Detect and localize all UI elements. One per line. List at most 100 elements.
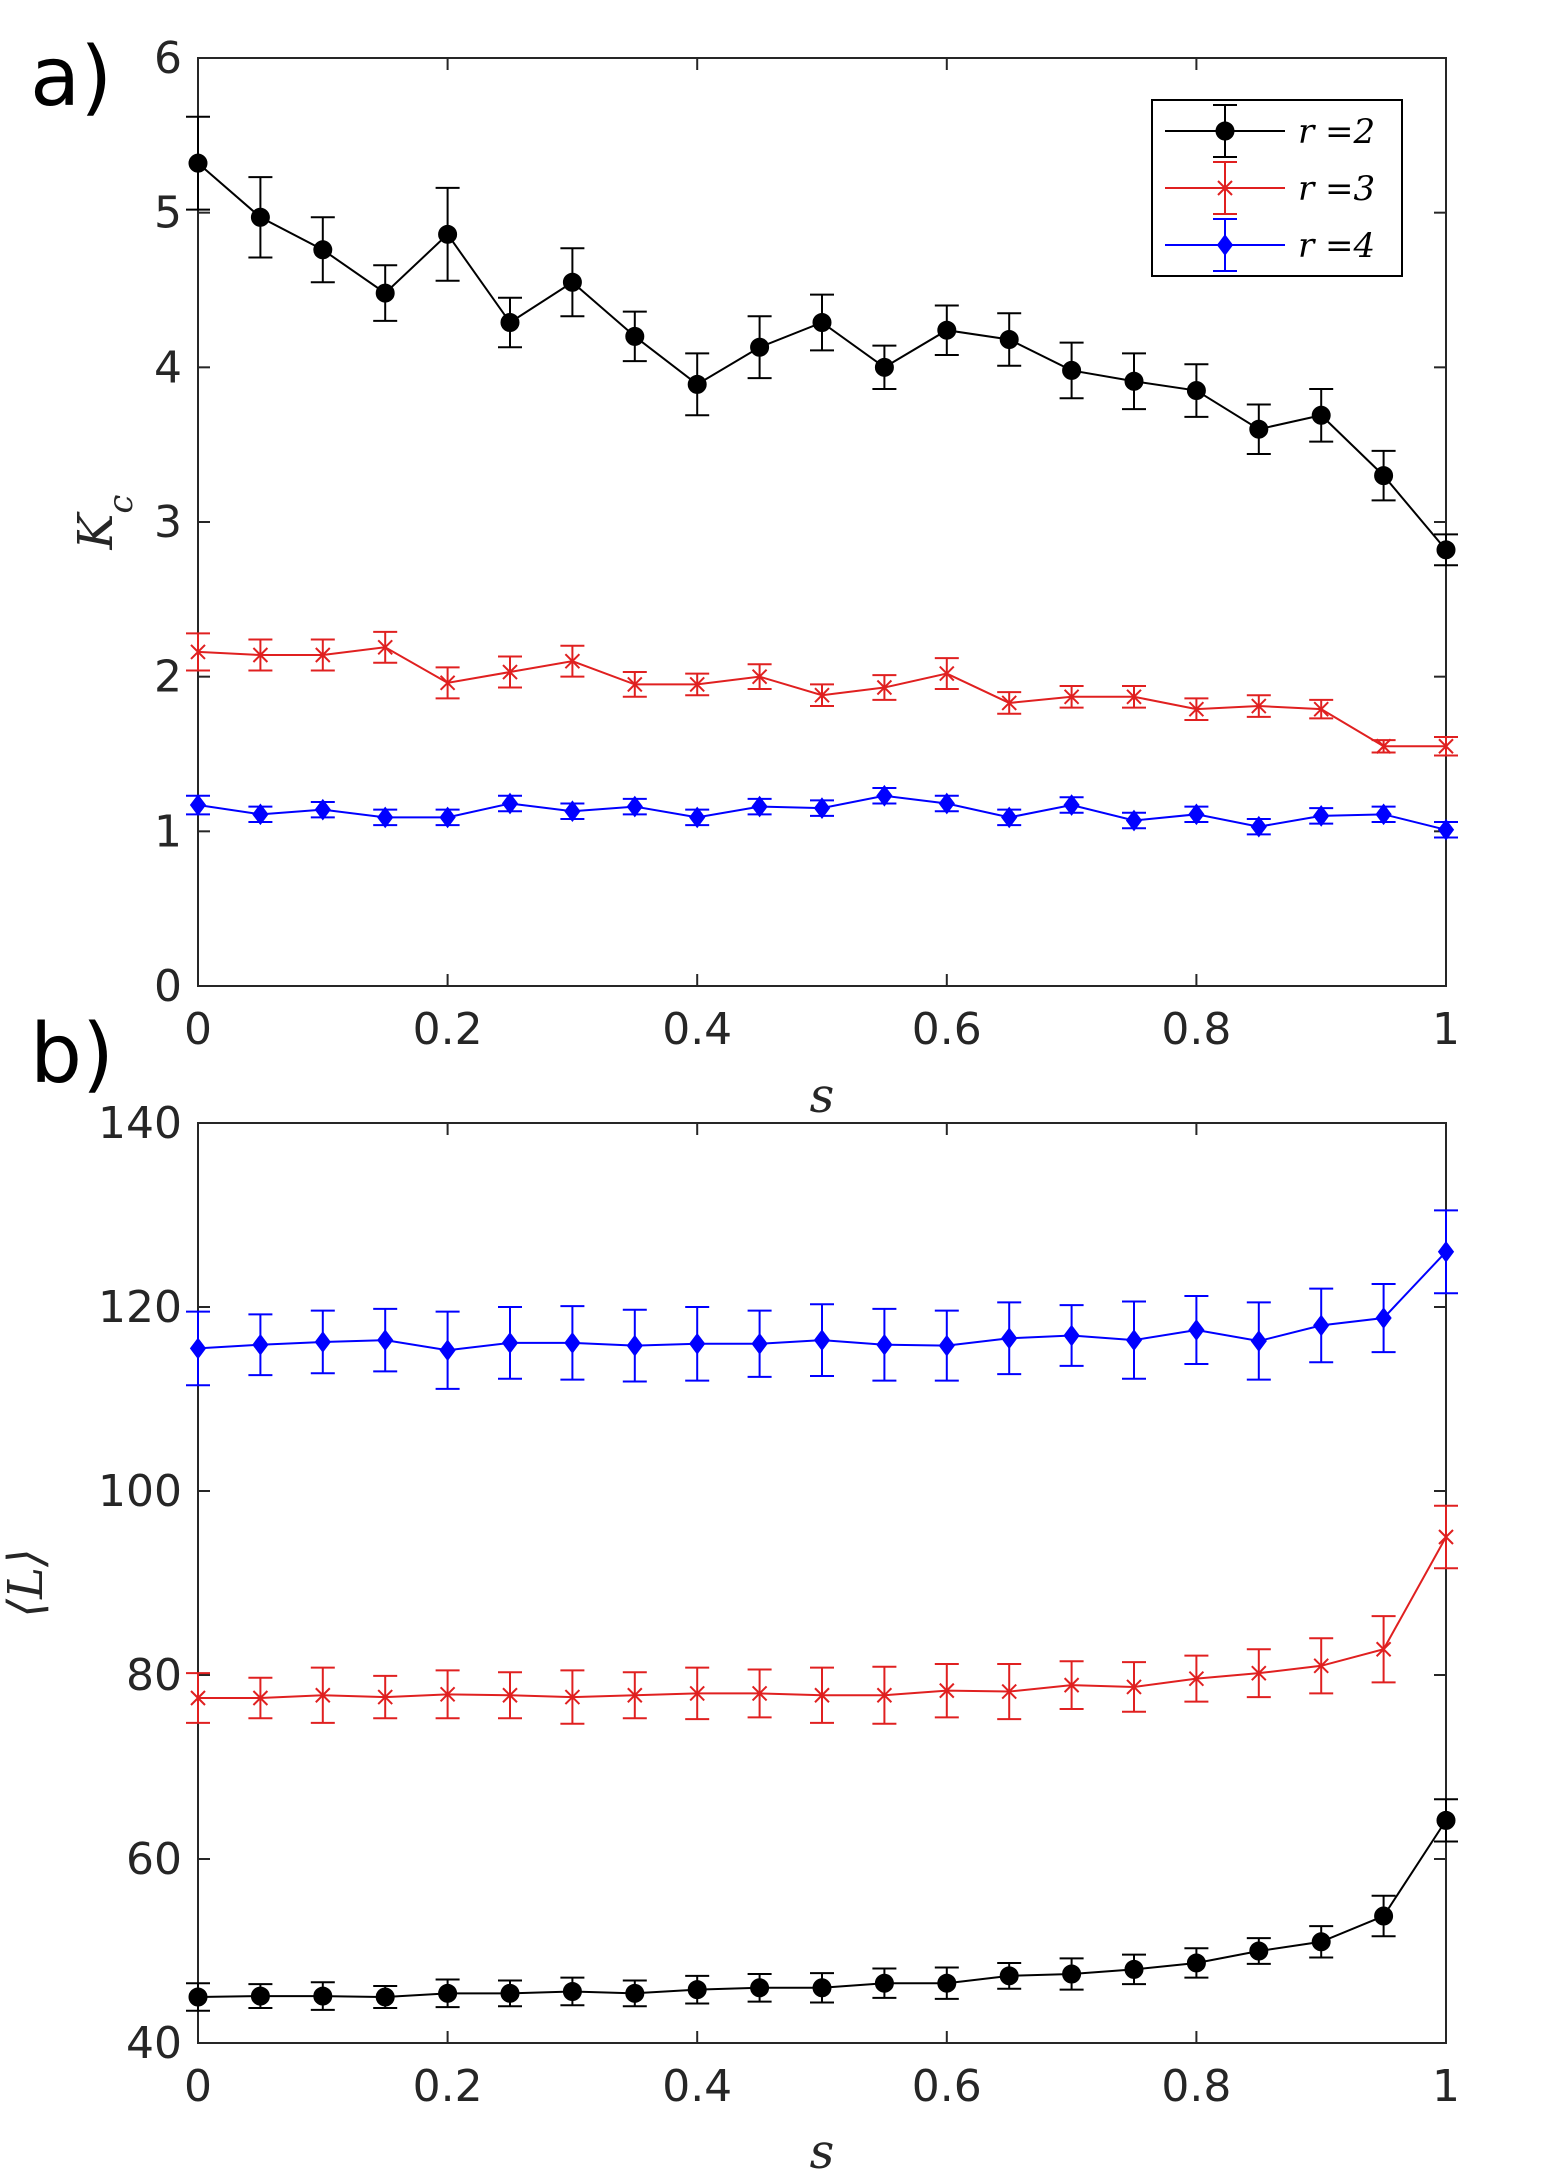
panel-a-data-point-stroke-2 [1126,689,1142,705]
panel-a-y-tick-label: 2 [154,652,182,703]
panel-b-series [186,1209,1458,2012]
panel-b-y-tick-label: 120 [98,1282,182,1333]
panel-a-x-tick-label: 0.6 [912,1004,982,1055]
panel-b-data-point [189,1337,207,1360]
panel-a-data-point [1249,419,1269,439]
panel-a-data-point [564,653,581,669]
panel-a-data-point [751,795,768,818]
panel-a-y-tick-label: 5 [154,188,182,239]
panel-b-x-tick-label: 0.6 [912,2061,982,2112]
panel-a-data-point-stroke-2 [689,676,705,693]
panel-a-data-point [1126,689,1142,705]
panel-b-data-point-stroke-2 [502,1687,518,1703]
legend-marker [1216,234,1234,256]
panel-b-x-tick-label: 0.8 [1161,2061,1231,2112]
panel-b-x-tick-label: 0.2 [413,2061,483,2112]
panel-a-data-point-stroke-2 [377,639,393,655]
panel-a-data-point-stroke-2 [1438,738,1454,754]
panel-a-data-point-stroke-2 [252,647,269,663]
panel-a-data-point-stroke-2 [315,647,331,663]
panel-b-data-point [939,1682,955,1699]
panel-a-data-point [937,320,957,340]
panel-b-data-point [751,1685,768,1702]
panel-a-data-point [1311,405,1331,425]
panel-a-data-point [314,798,331,821]
panel-a-data-point [1125,809,1143,832]
panel-b-x-tick-label: 0 [184,2061,212,2112]
panel-a-y-tick-label: 6 [154,33,182,84]
panel-a-x-axis-label: s [810,1068,835,1124]
panel-b-data-point [315,1687,331,1703]
panel-b-data-point-stroke-2 [315,1687,331,1703]
panel-b-y-tick-label: 60 [126,1834,182,1885]
panel-a-series [186,115,1458,841]
panel-b-data-point [1311,1932,1331,1952]
panel-a-data-point [375,283,395,303]
panel-b-data-point [1375,1307,1392,1329]
panel-b-data-point [439,1686,456,1703]
panel-b-data-point [1001,1327,1018,1350]
panel-a-data-point [1374,466,1394,486]
panel-a-data-point [1186,381,1206,401]
legend-label: r =2 [1298,112,1375,152]
panel-b-data-point [562,1981,582,2001]
panel-a-data-point [1313,701,1329,717]
legend-marker-stroke-2 [1217,180,1233,196]
panel-b-plot-area [197,1122,1447,2044]
panel-b-data-point [500,1983,520,2003]
panel-b-data-point [1436,1810,1456,1830]
panel-b-data-point-stroke-2 [377,1689,393,1705]
panel-b-data-point [313,1986,333,2006]
panel-b-x-tick-label: 0.4 [662,2061,732,2112]
panel-b-series-r4 [186,1209,1458,1390]
panel-a-data-point [502,664,518,680]
panel-a-data-point [500,312,520,332]
legend-item-4: r =4 [1165,218,1375,272]
panel-b-data-point [1124,1959,1144,1979]
panel-b-label: b) [30,1007,114,1102]
panel-a-data-point [252,647,269,663]
panel-a-data-point [252,803,269,826]
panel-a-data-point [562,272,582,292]
panel-a-data-point-stroke-2 [502,664,518,680]
panel-a-data-point [438,224,458,244]
panel-b-data-point [937,1973,957,1993]
panel-a-data-point-stroke-2 [939,665,955,682]
panel-b-data-point [1250,1330,1267,1352]
panel-b-y-tick-label: 140 [98,1098,182,1149]
panel-b-data-point-stroke-2 [1251,1665,1267,1681]
panel-b-data-point [874,1973,894,1993]
panel-a-data-point [1436,540,1456,560]
panel-a-data-point [751,668,768,685]
panel-b-data-point [564,1332,581,1354]
panel-b-data-point-stroke-2 [1188,1670,1205,1687]
panel-a-data-point [812,312,832,332]
panel-a-y-tick-label: 1 [154,806,182,857]
panel-b-data-point [190,1690,206,1706]
panel-a-data-point [876,679,893,696]
panel-a-data-point [377,639,393,655]
panel-a-data-point [687,374,707,394]
panel-a-data-point [626,795,643,818]
panel-a-data-point [1250,815,1267,838]
panel-a-data-point-stroke-2 [564,653,581,669]
panel-b-data-point-stroke-2 [252,1690,269,1706]
panel-b-data-point-stroke-2 [564,1689,581,1705]
panel-a-y-tick-label: 4 [154,342,182,393]
panel-b-data-point-stroke-2 [439,1686,456,1703]
panel-a-data-point [377,806,394,829]
panel-a-y-axis-label: Kc [68,495,141,551]
panel-a-data-point-stroke-2 [876,679,893,696]
panel-b-y-axis-label: ⟨L⟩ [0,1548,54,1617]
panel-b-x-tick-label: 1 [1432,2061,1460,2112]
panel-b-series-r2 [186,1798,1458,2012]
panel-b-data-point-stroke-2 [814,1687,830,1703]
panel-b-data-point [626,1334,643,1357]
panel-b-x-axis-label: s [810,2124,835,2172]
panel-b-data-point [377,1329,394,1351]
panel-b-data-point-stroke-2 [1126,1679,1142,1695]
panel-a-data-point-stroke-2 [1251,698,1267,714]
panel-b-data-point [438,1983,458,2003]
panel-a-series-r3 [186,630,1458,757]
